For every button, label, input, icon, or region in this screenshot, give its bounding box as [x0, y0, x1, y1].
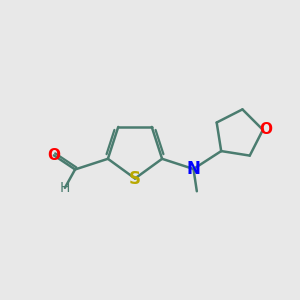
Text: H: H [60, 181, 70, 195]
Text: S: S [129, 170, 141, 188]
Text: O: O [259, 122, 272, 137]
Text: N: N [187, 160, 200, 178]
Text: O: O [47, 148, 60, 163]
